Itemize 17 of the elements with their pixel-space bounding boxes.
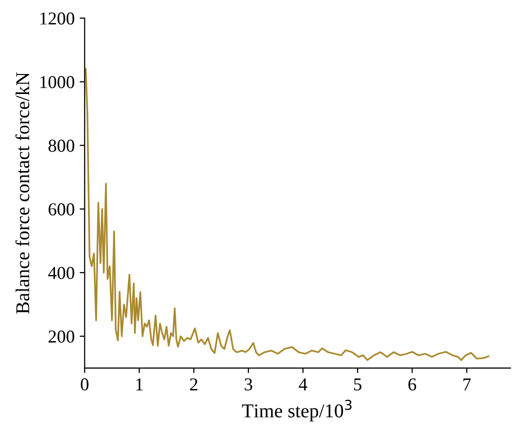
x-tick-label: 5 [354,378,362,390]
x-tick-label: 7 [463,378,471,390]
x-tick-label: 4 [298,378,308,390]
x-tick-label: 1 [136,378,143,390]
x-tick-label: 6 [408,378,416,390]
x-tick-label: 3 [244,378,252,390]
x-tick-label: 2 [190,378,198,390]
y-tick-label: 200 [48,330,74,343]
line-series [84,68,490,361]
x-tick-label: 0 [80,378,88,390]
y-tick-label: 400 [48,266,74,280]
y-tick-label: 1200 [40,12,74,25]
y-axis-title: Balance force contact force/kN [15,72,30,314]
y-tick-label: 1000 [40,76,74,88]
y-tick-label: 800 [48,140,74,152]
y-tick-label: 600 [48,203,74,216]
x-axis-title: Time step/10$^{3}$ [242,400,352,422]
